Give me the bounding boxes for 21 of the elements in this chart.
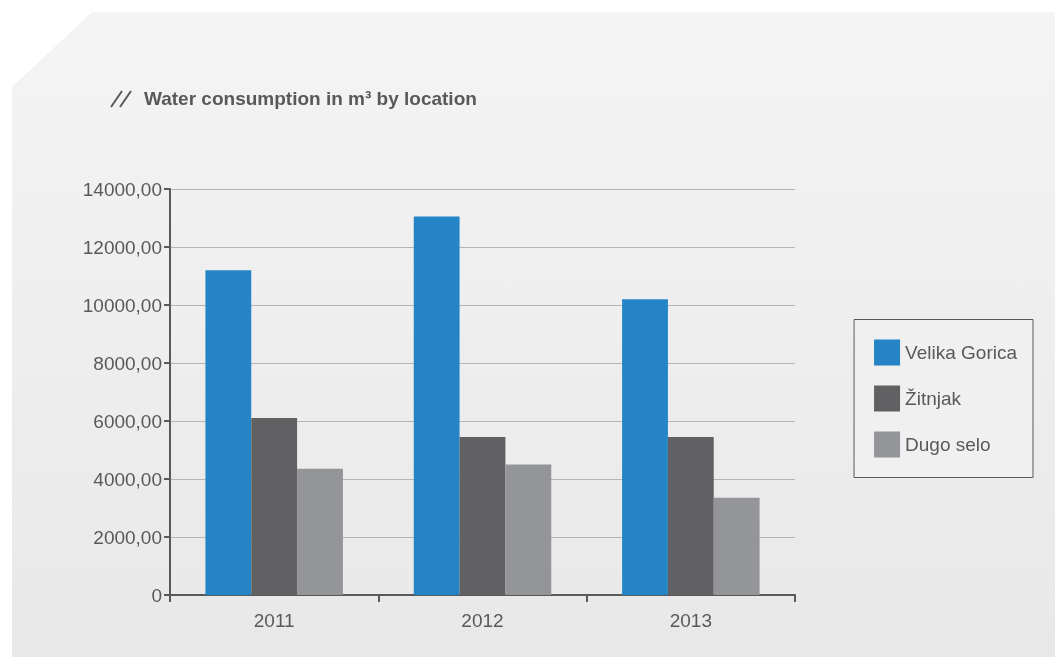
bar [505, 464, 552, 595]
bar [622, 299, 668, 595]
y-tick-label: 4000,00 [93, 468, 162, 490]
legend-label: Dugo selo [905, 434, 991, 455]
legend-label: Žitnjak [905, 388, 962, 409]
chart-title: Water consumption in m³ by location [144, 88, 477, 110]
y-tick-label: 6000,00 [93, 410, 162, 432]
bar [713, 497, 760, 595]
bar [413, 216, 460, 595]
legend-label: Velika Gorica [905, 342, 1018, 363]
y-tick-label: 0 [151, 584, 162, 606]
y-tick-label: 2000,00 [93, 526, 162, 548]
y-tick-label: 12000,00 [82, 236, 162, 258]
y-tick-label: 8000,00 [93, 352, 162, 374]
bar [297, 468, 343, 595]
y-tick-label: 10000,00 [82, 294, 162, 316]
x-tick-label: 2011 [253, 610, 295, 631]
bar [205, 270, 252, 595]
y-tick-label: 14000,00 [82, 178, 162, 200]
x-tick-label: 2012 [461, 610, 504, 631]
x-tick-label: 2013 [669, 610, 712, 631]
